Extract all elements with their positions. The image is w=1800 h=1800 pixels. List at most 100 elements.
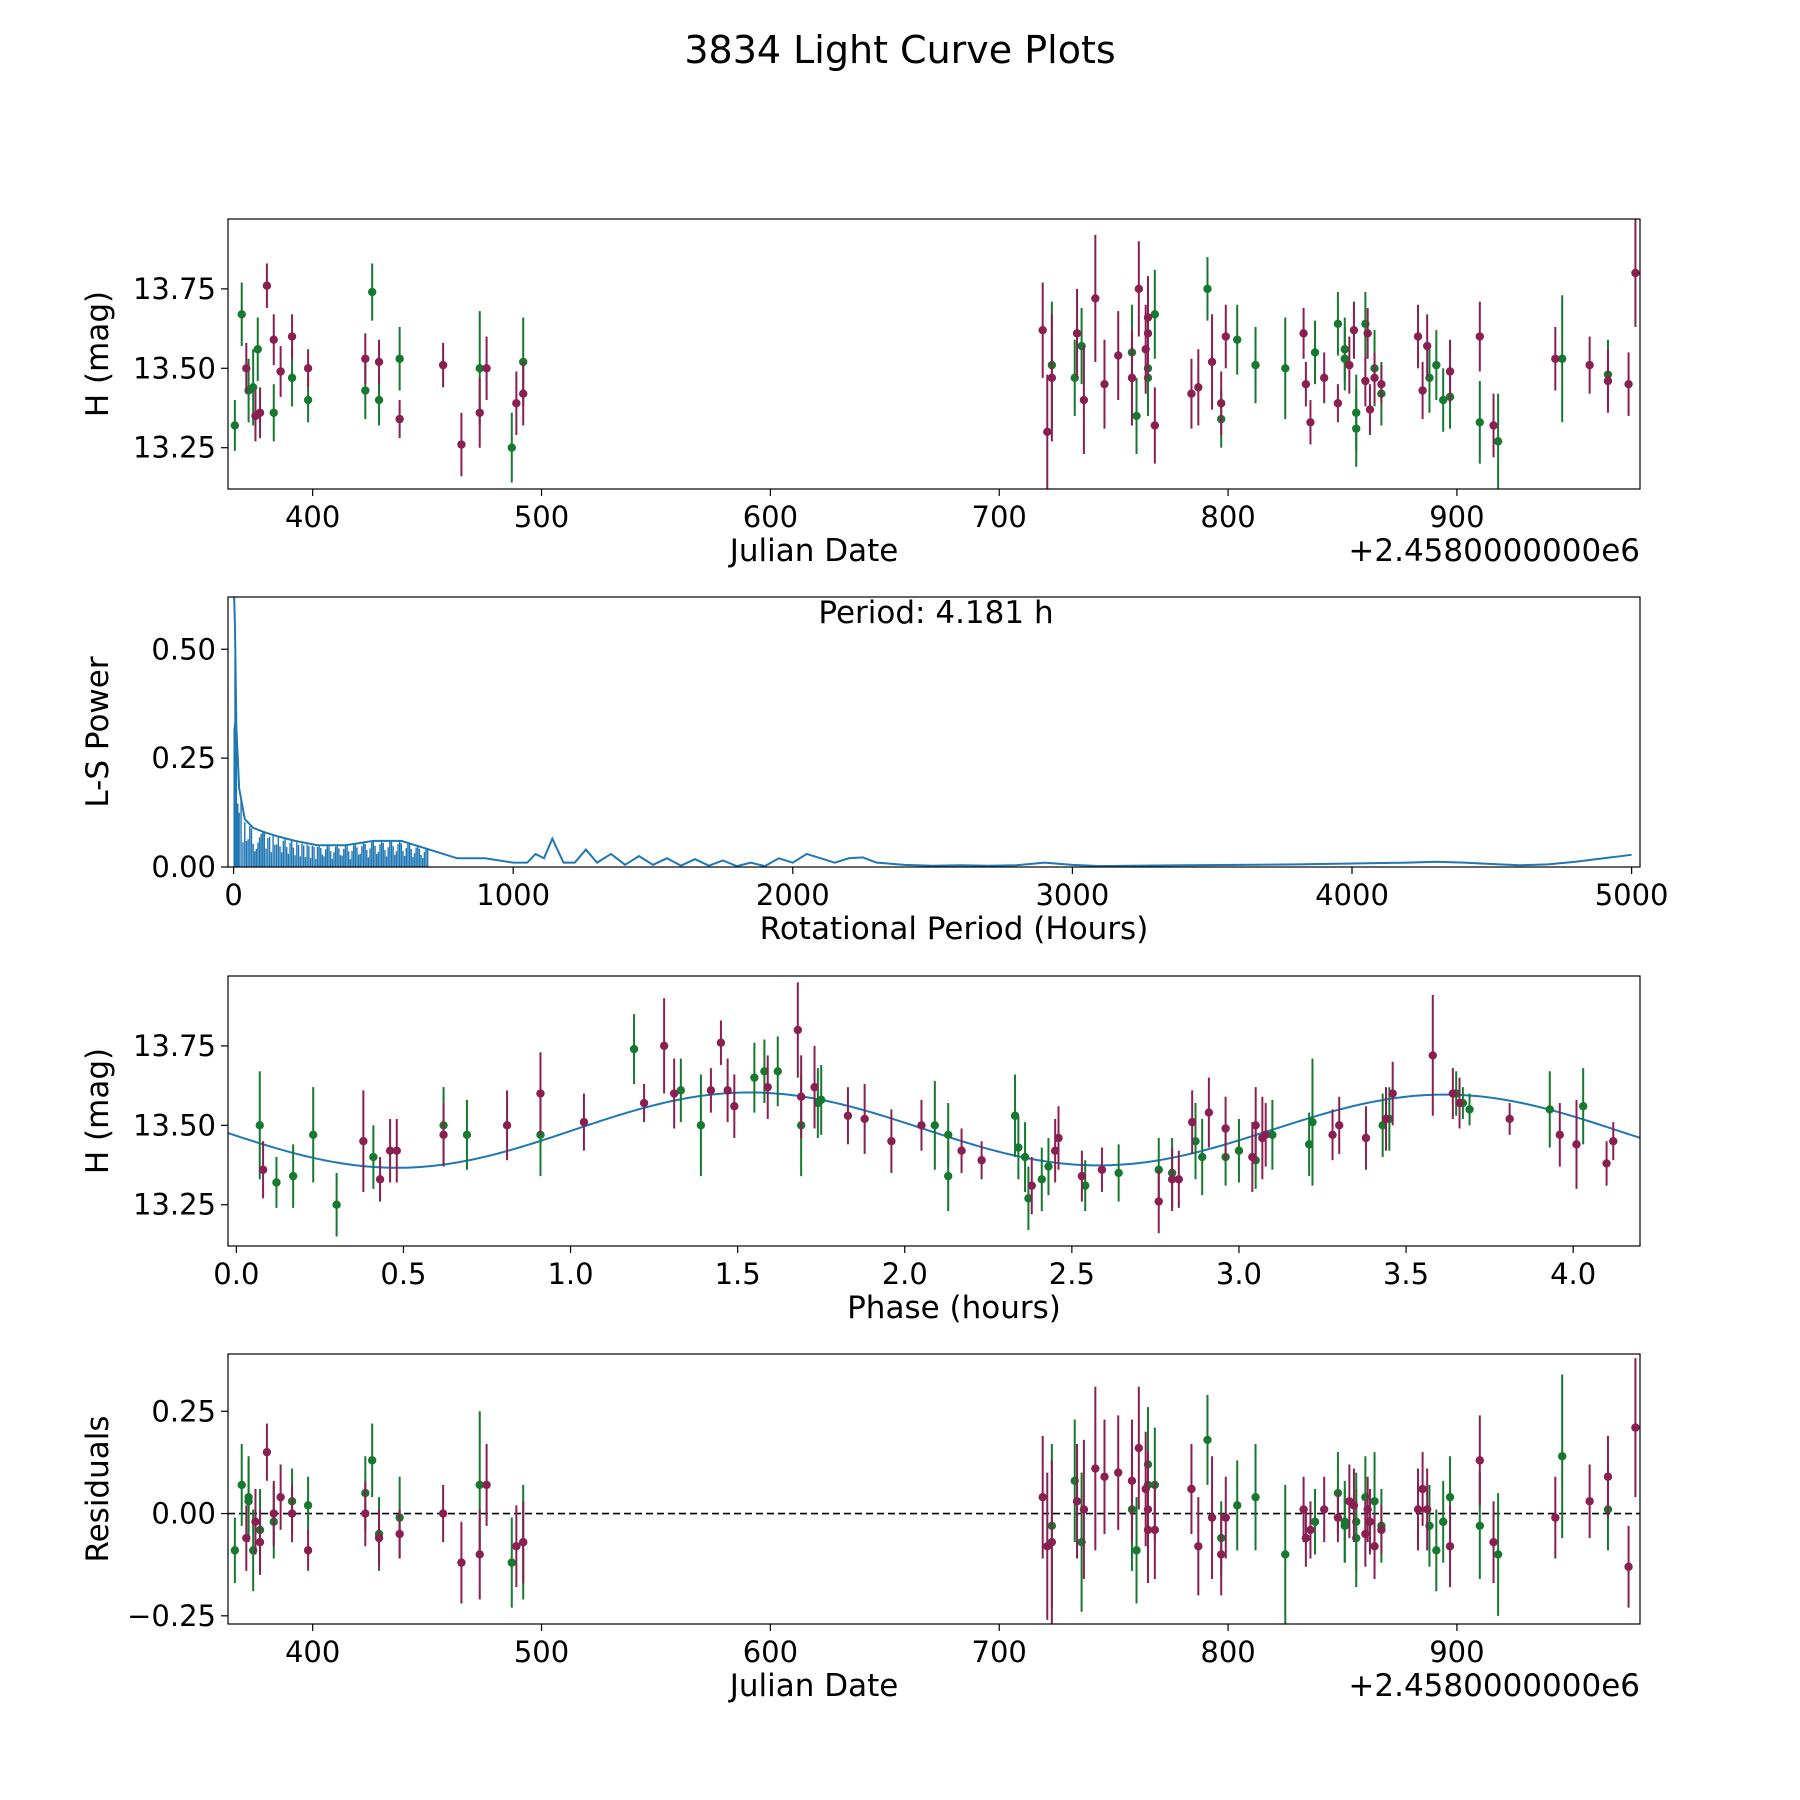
data-point — [1281, 364, 1290, 373]
x-tick-label: 1000 — [476, 878, 550, 912]
x-tick-label: 800 — [1200, 500, 1255, 534]
data-point — [669, 1089, 679, 1098]
data-point — [1191, 1136, 1200, 1146]
data-point — [1361, 1133, 1371, 1143]
data-point — [361, 1509, 370, 1518]
data-point — [750, 1073, 759, 1082]
x-tick-label: 900 — [1429, 1635, 1484, 1669]
period-annotation: Period: 4.181 h — [818, 595, 1053, 631]
data-point — [1489, 421, 1498, 430]
data-point — [706, 1086, 716, 1095]
series-green — [230, 257, 1613, 489]
data-point — [1143, 313, 1153, 322]
data-point — [1207, 357, 1217, 367]
data-point — [1203, 1435, 1212, 1445]
data-point — [1602, 1159, 1611, 1168]
data-point — [269, 408, 278, 417]
data-point — [1134, 284, 1144, 294]
x-tick-label: 400 — [285, 500, 340, 534]
data-point — [272, 1178, 281, 1187]
data-point — [457, 1558, 466, 1567]
data-point — [1349, 1501, 1359, 1510]
data-point — [1551, 1513, 1560, 1522]
x-axis-label: Julian Date — [728, 533, 899, 569]
data-point — [1413, 1505, 1423, 1514]
data-point — [457, 440, 466, 449]
data-point — [262, 281, 272, 290]
x-tick-label: 700 — [972, 500, 1027, 534]
data-point — [1493, 437, 1503, 446]
data-point — [1143, 1525, 1153, 1535]
data-point — [1044, 1162, 1053, 1171]
data-point — [1555, 1130, 1564, 1140]
data-point — [255, 408, 265, 417]
axes-frame — [227, 218, 1641, 490]
data-point — [1217, 1550, 1226, 1559]
phased-data — [228, 982, 1640, 1237]
data-point — [1475, 1521, 1485, 1531]
axes-frame — [227, 596, 1641, 868]
data-point — [1428, 1051, 1437, 1060]
data-point — [1114, 1468, 1123, 1477]
data-point — [1445, 367, 1455, 376]
x-tick-label: 800 — [1200, 1635, 1255, 1669]
y-tick-label: 13.25 — [133, 1188, 216, 1222]
data-point — [475, 364, 484, 373]
data-point — [392, 1146, 401, 1155]
data-point — [303, 364, 313, 373]
data-point — [1268, 1130, 1277, 1140]
data-point — [930, 1121, 940, 1130]
x-tick-label: 600 — [743, 1635, 798, 1669]
data-point — [1010, 1111, 1020, 1120]
x-axis-label: Phase (hours) — [847, 1290, 1061, 1326]
data-point — [269, 335, 278, 344]
periodogram-data — [233, 597, 1632, 867]
data-point — [332, 1200, 341, 1209]
data-point — [1631, 1423, 1640, 1432]
data-point — [1475, 1456, 1485, 1465]
x-tick-label: 0.0 — [213, 1257, 259, 1291]
data-point — [1127, 373, 1137, 383]
y-tick-label: 13.50 — [133, 351, 216, 385]
data-point — [1310, 348, 1320, 357]
x-offset-label: +2.4580000000e6 — [1348, 533, 1640, 569]
x-tick-label: 2.5 — [1049, 1257, 1095, 1291]
axes-frame — [227, 1353, 1641, 1625]
data-point — [1251, 1492, 1260, 1502]
data-point — [1077, 1171, 1087, 1181]
data-point — [1207, 1513, 1217, 1522]
data-point — [1217, 399, 1226, 408]
data-point — [1631, 268, 1640, 278]
data-point — [276, 367, 285, 376]
data-point — [1361, 376, 1370, 386]
x-tick-label: 900 — [1429, 500, 1484, 534]
data-point — [1422, 341, 1432, 351]
x-tick-label: 3.0 — [1216, 1257, 1262, 1291]
data-point — [1603, 376, 1613, 386]
data-point — [579, 1117, 589, 1127]
x-tick-label: 4000 — [1315, 878, 1389, 912]
residuals-data — [228, 1358, 1640, 1624]
data-point — [944, 1130, 953, 1140]
x-axis-label: Rotational Period (Hours) — [760, 911, 1149, 947]
data-point — [1432, 360, 1441, 370]
panel-lightcurve: 400 500 600 700 800 900 13.25 13.50 13.75 Julian … — [80, 218, 1641, 569]
data-point — [1304, 1140, 1314, 1149]
data-point — [462, 1130, 472, 1140]
data-point — [475, 1480, 484, 1490]
x-tick-label: 0 — [224, 878, 242, 912]
data-point — [438, 1509, 448, 1518]
data-point — [237, 1480, 246, 1490]
y-axis-label: Residuals — [80, 1415, 116, 1562]
data-point — [1572, 1140, 1581, 1149]
data-point — [1377, 1525, 1386, 1535]
data-point — [1233, 335, 1242, 344]
data-point — [276, 1492, 285, 1502]
data-point — [1370, 1542, 1379, 1551]
data-point — [843, 1111, 853, 1120]
axes-frame — [227, 975, 1641, 1247]
data-point — [439, 1130, 448, 1140]
data-point — [367, 287, 377, 297]
data-point — [475, 1550, 484, 1559]
data-point — [1438, 395, 1448, 405]
